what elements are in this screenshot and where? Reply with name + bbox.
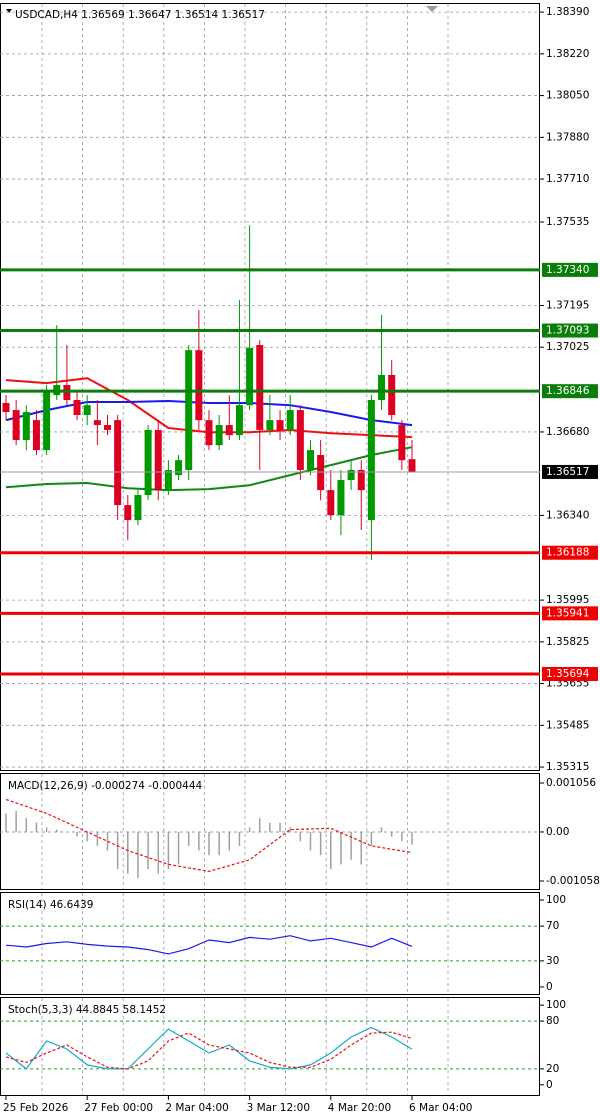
menu-triangle bbox=[6, 9, 12, 13]
y-tick-label: 70 bbox=[546, 920, 559, 932]
y-tick-label: 1.38050 bbox=[546, 90, 589, 102]
level-label-box bbox=[542, 667, 598, 682]
y-tick-label: 1.37195 bbox=[546, 299, 589, 311]
candle-body bbox=[388, 374, 396, 415]
candle-body bbox=[327, 490, 335, 516]
candle-body bbox=[43, 390, 51, 451]
candle-body bbox=[276, 420, 284, 430]
y-tick-label: 1.37710 bbox=[546, 173, 589, 185]
level-label-box bbox=[542, 606, 598, 621]
x-tick-label: 3 Mar 12:00 bbox=[247, 1102, 310, 1114]
y-tick-label: 1.35825 bbox=[546, 636, 589, 648]
candle-body bbox=[225, 425, 233, 436]
y-tick-label: 100 bbox=[546, 999, 566, 1011]
level-label: 1.35694 bbox=[546, 668, 590, 680]
level-label: 1.36846 bbox=[546, 385, 590, 397]
stoch-frame bbox=[0, 997, 540, 1096]
y-tick-label: 100 bbox=[546, 894, 566, 906]
candle-body bbox=[256, 345, 264, 430]
pane-title: MACD(12,26,9) -0.000274 -0.000444 bbox=[8, 780, 203, 792]
y-tick-label: 0.001056 bbox=[546, 777, 596, 789]
candle-body bbox=[175, 460, 183, 476]
candle-body bbox=[296, 410, 304, 470]
indicator-line bbox=[5, 1031, 413, 1070]
current-price-label: 1.36517 bbox=[546, 466, 589, 478]
x-tick-label: 2 Mar 04:00 bbox=[165, 1102, 228, 1114]
y-tick-label: 30 bbox=[546, 955, 559, 967]
candle-body bbox=[185, 350, 193, 470]
candle-body bbox=[124, 505, 132, 521]
pane-title: RSI(14) 46.6439 bbox=[8, 899, 93, 911]
candle-body bbox=[12, 410, 20, 441]
indicator-line bbox=[5, 1026, 413, 1070]
candle-body bbox=[317, 455, 325, 491]
level-label-box bbox=[542, 545, 598, 560]
x-tick-label: 4 Mar 20:00 bbox=[328, 1102, 391, 1114]
candle-body bbox=[215, 425, 223, 446]
candle-body bbox=[83, 405, 91, 415]
y-tick-label: 1.38220 bbox=[546, 48, 589, 60]
candle-body bbox=[195, 350, 203, 421]
indicator-line bbox=[5, 935, 413, 955]
candle-body bbox=[367, 400, 375, 521]
y-tick-label: -0.001058 bbox=[546, 875, 600, 887]
candle-body bbox=[286, 410, 294, 430]
candle-body bbox=[357, 469, 365, 491]
y-tick-label: 1.37025 bbox=[546, 341, 589, 353]
candle-body bbox=[22, 412, 30, 441]
x-tick-label: 25 Feb 2026 bbox=[3, 1102, 69, 1114]
candle-body bbox=[114, 420, 122, 506]
candle-body bbox=[337, 480, 345, 516]
level-label: 1.35941 bbox=[546, 607, 589, 619]
candle-body bbox=[134, 495, 142, 521]
candle-body bbox=[235, 405, 243, 436]
candle-body bbox=[246, 347, 254, 406]
y-tick-label: 1.36680 bbox=[546, 426, 589, 438]
level-label-box bbox=[542, 384, 598, 399]
candle-body bbox=[73, 400, 81, 415]
candle-body bbox=[93, 420, 101, 426]
y-tick-label: 1.38390 bbox=[546, 6, 589, 18]
candle-body bbox=[378, 374, 386, 401]
candle-body bbox=[32, 420, 40, 451]
candle-body bbox=[104, 425, 111, 430]
rsi-frame bbox=[0, 892, 540, 995]
y-tick-label: 80 bbox=[546, 1015, 559, 1027]
y-tick-label: 0.00 bbox=[546, 826, 569, 838]
candle-body bbox=[307, 450, 314, 470]
candle-body bbox=[408, 459, 416, 472]
level-label-box bbox=[542, 262, 598, 277]
candle-body bbox=[144, 429, 152, 496]
level-label: 1.37093 bbox=[546, 325, 589, 337]
y-tick-label: 1.36340 bbox=[546, 509, 589, 521]
indicator-line bbox=[5, 446, 413, 492]
candle-body bbox=[398, 425, 406, 461]
candle-body bbox=[266, 420, 274, 430]
level-label: 1.37340 bbox=[546, 264, 589, 276]
y-tick-label: 1.37880 bbox=[546, 131, 589, 143]
y-tick-label: 1.37535 bbox=[546, 216, 589, 228]
indicator-line bbox=[5, 798, 413, 873]
candle-body bbox=[154, 429, 162, 491]
candle-body bbox=[347, 469, 355, 481]
candle-body bbox=[2, 402, 10, 413]
candle-body bbox=[205, 420, 213, 446]
pane-title: Stoch(5,3,3) 44.8845 58.1452 bbox=[8, 1004, 166, 1016]
pane-title: USDCAD,H4 1.36569 1.36647 1.36514 1.3651… bbox=[15, 9, 265, 21]
candle-body bbox=[164, 469, 172, 491]
main-frame bbox=[0, 3, 540, 771]
level-label: 1.36188 bbox=[546, 547, 589, 559]
y-tick-label: 1.35995 bbox=[546, 594, 589, 606]
x-tick-label: 6 Mar 04:00 bbox=[409, 1102, 472, 1114]
y-tick-label: 20 bbox=[546, 1063, 559, 1075]
y-tick-label: 0 bbox=[546, 981, 553, 993]
y-tick-label: 0 bbox=[546, 1079, 553, 1091]
current-price-box bbox=[542, 464, 598, 479]
shift-marker bbox=[426, 6, 438, 12]
y-tick-label: 1.35485 bbox=[546, 719, 589, 731]
x-tick-label: 27 Feb 00:00 bbox=[84, 1102, 153, 1114]
y-tick-label: 1.35315 bbox=[546, 761, 589, 773]
level-label-box bbox=[542, 323, 598, 338]
